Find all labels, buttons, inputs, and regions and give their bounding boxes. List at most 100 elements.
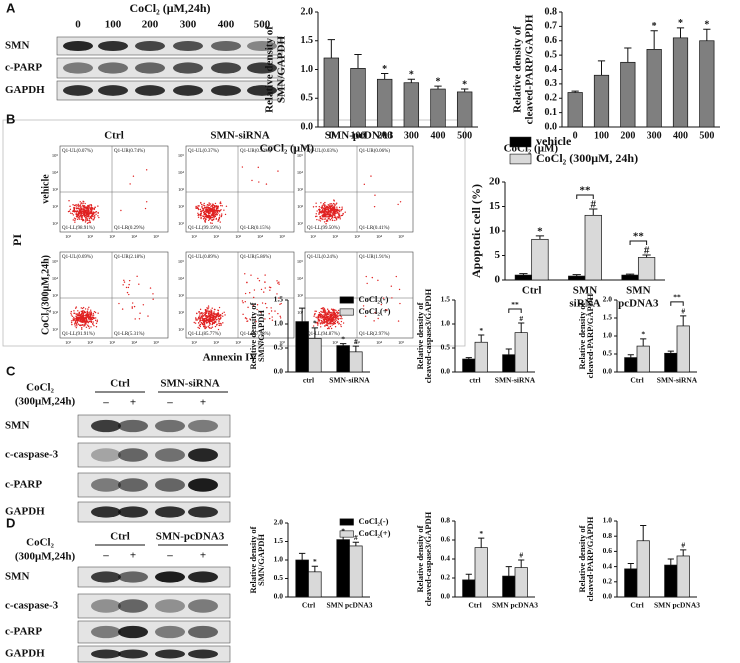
event-dot	[329, 323, 331, 325]
event-dot	[321, 210, 324, 212]
event-dot	[81, 307, 84, 310]
event-dot	[218, 318, 221, 321]
row-label: SMN	[5, 40, 30, 52]
bar	[621, 274, 639, 281]
event-dot	[338, 323, 340, 325]
event-dot	[377, 279, 379, 282]
event-dot	[333, 314, 335, 316]
event-dot	[198, 324, 201, 326]
event-dot	[258, 280, 261, 282]
event-dot	[212, 322, 214, 325]
flow-tick-label: 10³	[109, 340, 116, 345]
event-dot	[76, 213, 79, 216]
event-dot	[274, 310, 276, 312]
y-tick-label: 0.8	[603, 531, 613, 540]
blot-band	[173, 62, 203, 74]
event-dot	[330, 315, 333, 318]
event-dot	[322, 307, 325, 309]
x-tick-label: 400	[673, 130, 688, 141]
x-tick-label: 200	[377, 130, 392, 141]
event-dot	[211, 222, 213, 225]
event-dot	[205, 216, 207, 218]
event-dot	[74, 307, 77, 309]
event-dot	[198, 327, 201, 330]
blot-band	[63, 62, 93, 74]
event-dot	[325, 220, 328, 223]
y-tick-label: 0.0	[274, 592, 284, 601]
error-bar	[434, 85, 442, 90]
error-bar	[298, 552, 306, 560]
event-dot	[331, 322, 333, 325]
event-dot	[208, 216, 211, 218]
event-dot	[337, 217, 340, 219]
event-dot	[399, 302, 401, 305]
event-dot	[211, 307, 213, 309]
row-label: c-caspase-3	[5, 600, 59, 612]
quadrant-label: Q1-UL(0.37%)	[188, 149, 219, 154]
event-dot	[206, 206, 208, 209]
event-dot	[89, 312, 91, 315]
event-dot	[79, 201, 81, 203]
event-dot	[312, 206, 315, 208]
event-dot	[276, 293, 278, 295]
flow-plot	[59, 251, 169, 339]
event-dot	[325, 316, 327, 318]
event-dot	[218, 320, 220, 322]
event-dot	[329, 203, 331, 205]
event-dot	[206, 204, 209, 206]
bar	[462, 358, 476, 373]
event-dot	[324, 210, 326, 213]
blot-band	[188, 571, 218, 583]
flow-tick-label: 10⁴	[376, 340, 383, 345]
event-dot	[94, 311, 97, 314]
event-dot	[216, 211, 219, 214]
event-dot	[201, 317, 204, 320]
event-dot	[337, 309, 340, 312]
event-dot	[79, 204, 82, 206]
flow-tick-label: 10²	[213, 340, 220, 345]
event-dot	[278, 281, 280, 283]
event-dot	[89, 206, 91, 208]
event-dot	[336, 209, 339, 211]
event-dot	[86, 222, 89, 224]
flow-tick-label: 10⁴	[297, 276, 304, 281]
bar	[502, 354, 516, 373]
error-bar	[680, 315, 687, 326]
event-dot	[129, 183, 131, 185]
event-dot	[329, 219, 331, 221]
blot-band	[188, 599, 218, 613]
event-dot	[76, 316, 78, 319]
event-dot	[214, 321, 216, 323]
event-dot	[90, 321, 93, 324]
event-dot	[253, 289, 256, 291]
event-dot	[326, 327, 329, 330]
y-tick-label: 1.0	[603, 516, 613, 525]
event-dot	[202, 318, 204, 321]
y-tick-label: 2.0	[603, 295, 613, 304]
event-dot	[89, 211, 91, 213]
event-dot	[74, 218, 77, 220]
blot-band	[188, 448, 218, 462]
event-dot	[318, 319, 321, 322]
error-bar	[597, 60, 606, 76]
blot-band	[247, 62, 277, 74]
significance-mark: *	[641, 330, 645, 339]
event-dot	[215, 212, 217, 215]
event-dot	[200, 321, 203, 324]
event-dot	[81, 310, 83, 313]
bar	[514, 332, 528, 373]
y-tick-label: 0.8	[441, 516, 451, 525]
event-dot	[199, 317, 201, 319]
lane-label: –	[102, 397, 109, 409]
event-dot	[207, 310, 209, 313]
x-tick-label: ctrl	[469, 376, 480, 385]
event-dot	[85, 211, 87, 214]
blot-band	[98, 85, 128, 96]
event-dot	[214, 316, 217, 319]
event-dot	[82, 214, 84, 216]
event-dot	[207, 309, 209, 311]
event-dot	[268, 313, 270, 315]
event-dot	[212, 321, 214, 323]
event-dot	[220, 317, 222, 320]
event-dot	[257, 166, 259, 169]
